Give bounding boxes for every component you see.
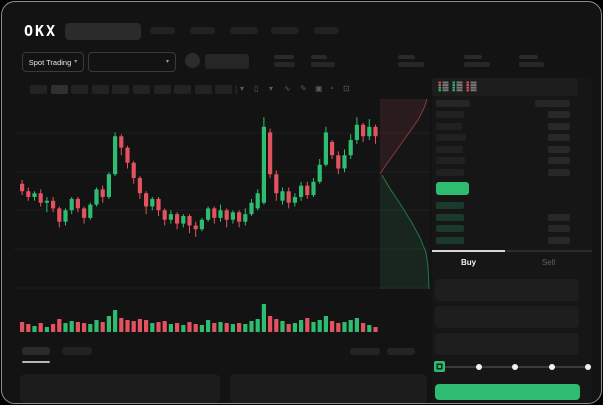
buy-button[interactable] <box>435 384 580 400</box>
stat-label <box>398 55 415 59</box>
order-field-1[interactable] <box>435 306 579 328</box>
pair-select-dropdown[interactable]: ▾ <box>88 52 176 72</box>
bid-price-2[interactable] <box>436 225 464 233</box>
bottom-right-pill-1[interactable] <box>387 348 415 355</box>
last-price-badge[interactable] <box>436 182 469 195</box>
candle-style-icon[interactable]: ▯ <box>254 84 259 93</box>
book-bids-icon[interactable] <box>452 81 463 92</box>
timeframe-button-7[interactable] <box>174 85 192 94</box>
sell-tab-label: Sell <box>541 257 556 267</box>
slider-stop-2[interactable] <box>512 364 518 370</box>
buy-tab-label: Buy <box>460 257 477 267</box>
toolbar-divider: | <box>235 84 238 94</box>
bid-amount-3[interactable] <box>548 236 570 244</box>
stat-value <box>464 62 490 67</box>
nav-item-1[interactable] <box>190 27 215 34</box>
ask-price-1[interactable] <box>436 122 462 130</box>
nav-item-0[interactable] <box>150 27 175 34</box>
stat-value <box>311 62 335 67</box>
timeframe-button-3[interactable] <box>91 85 109 94</box>
ask-price-0[interactable] <box>436 111 464 118</box>
bottom-right-pill-0[interactable] <box>350 348 380 355</box>
stat-value <box>398 62 424 67</box>
draw-icon[interactable]: ✎ <box>300 84 307 93</box>
orderbook-price-header <box>436 100 470 107</box>
bid-price-3[interactable] <box>436 236 464 244</box>
bid-amount-1[interactable] <box>548 213 570 221</box>
orderbook-amount-header <box>535 100 570 107</box>
stat-label <box>311 55 327 59</box>
bottom-tab-1[interactable] <box>62 347 92 355</box>
line-type-icon[interactable]: ∿ <box>284 84 291 93</box>
ask-price-2[interactable] <box>436 134 466 142</box>
timeframe-button-0[interactable] <box>30 85 47 94</box>
slider-stop-3[interactable] <box>548 364 555 370</box>
market-type-label: Spot Trading <box>28 57 72 67</box>
slider-stop-4[interactable] <box>585 364 591 370</box>
orderbook-trade-panel: Buy Sell <box>432 78 592 403</box>
stat-value <box>519 62 544 67</box>
stat-block-4 <box>519 55 544 67</box>
bid-price-0[interactable] <box>436 202 464 209</box>
timeframe-button-8[interactable] <box>194 85 212 94</box>
bid-price-1[interactable] <box>436 213 464 221</box>
market-type-dropdown[interactable]: Spot Trading ▾ <box>22 52 84 72</box>
active-tab-underline <box>22 361 50 363</box>
chevron-down-icon[interactable]: ▾ <box>240 84 245 93</box>
stat-label <box>519 55 538 59</box>
timeframe-button-4[interactable] <box>112 85 130 94</box>
stat-label <box>274 55 294 59</box>
slider-handle[interactable] <box>434 361 445 372</box>
timeframe-button-6[interactable] <box>153 85 171 94</box>
okx-logo: OKX <box>24 22 58 40</box>
order-field-2[interactable] <box>435 333 579 355</box>
nav-item-3[interactable] <box>271 27 299 34</box>
ask-amount-0[interactable] <box>548 111 570 118</box>
order-field-0[interactable] <box>435 279 579 301</box>
bottom-tab-0[interactable] <box>22 347 50 355</box>
timeframe-button-5[interactable] <box>133 85 150 94</box>
stat-block-1 <box>311 55 335 67</box>
clock-icon[interactable]: ◔ <box>329 84 334 93</box>
slider-stop-1[interactable] <box>475 364 482 370</box>
stat-block-3 <box>464 55 490 67</box>
bottom-panel-0 <box>20 374 220 403</box>
stat-block-0 <box>274 55 295 67</box>
search-input[interactable] <box>65 23 141 40</box>
book-combined-icon[interactable] <box>438 81 449 92</box>
ask-amount-1[interactable] <box>548 122 570 130</box>
stat-label <box>464 55 482 59</box>
fullscreen-icon[interactable]: ⊡ <box>343 84 350 93</box>
ask-price-3[interactable] <box>436 145 463 153</box>
bottom-panel-1 <box>230 374 427 403</box>
chevron-down-icon: ▾ <box>74 59 78 65</box>
tab-buy[interactable]: Buy <box>432 250 505 272</box>
stat-block-2 <box>398 55 424 67</box>
nav-item-4[interactable] <box>314 27 339 34</box>
candlestick-chart[interactable] <box>14 98 430 334</box>
ask-price-5[interactable] <box>436 169 464 176</box>
chevron-down-icon: ▾ <box>165 59 169 65</box>
timeframe-button-1[interactable] <box>50 85 68 94</box>
timeframe-button-2[interactable] <box>71 85 89 94</box>
bid-amount-2[interactable] <box>548 225 570 233</box>
camera-icon[interactable]: ▣ <box>315 84 323 93</box>
ask-price-4[interactable] <box>436 157 465 165</box>
coin-avatar[interactable] <box>185 53 200 68</box>
ask-amount-2[interactable] <box>548 134 570 142</box>
tab-sell[interactable]: Sell <box>505 250 592 272</box>
ask-amount-4[interactable] <box>548 157 570 165</box>
chevron-down-icon[interactable]: ▾ <box>269 84 274 93</box>
stat-value <box>274 62 295 67</box>
book-asks-icon[interactable] <box>466 81 477 92</box>
nav-item-2[interactable] <box>230 27 258 34</box>
timeframe-button-9[interactable] <box>215 85 233 94</box>
pair-title-placeholder <box>205 54 249 69</box>
ask-amount-5[interactable] <box>548 169 570 176</box>
ask-amount-3[interactable] <box>548 145 570 153</box>
